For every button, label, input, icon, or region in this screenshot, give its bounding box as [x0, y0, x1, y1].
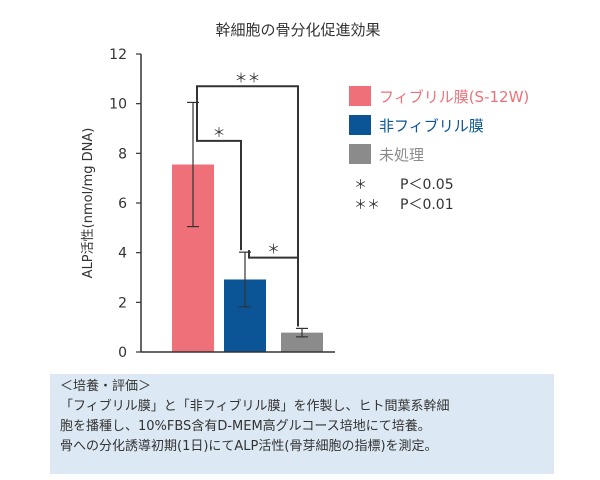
legend-swatch — [349, 144, 371, 164]
chart-title: 幹細胞の骨分化促進効果 — [215, 21, 380, 39]
y-tick-label: 4 — [118, 246, 127, 262]
y-tick-label: 8 — [118, 146, 127, 162]
legend-swatch — [349, 86, 371, 106]
note-box: ＜培養・評価＞ 「フィブリル膜」と「非フィブリル膜」を作製し、ヒト間葉系幹細 胞… — [50, 374, 554, 474]
legend-label: 未処理 — [379, 146, 424, 164]
y-tick-label: 10 — [109, 97, 127, 113]
significance-bracket — [196, 100, 242, 251]
y-tick-label: 12 — [109, 47, 127, 63]
note-line-3: 骨への分化誘導初期(1日)にてALP活性(骨芽細胞の指標)を測定。 — [60, 439, 438, 454]
note-line-2: 胞を播種し、10%FBS含有D-MEM高グルコース培地にて培養。 — [60, 419, 431, 434]
chart: 幹細胞の骨分化促進効果 ALP活性(nmol/mg DNA) 0 2 4 6 8 10 12… — [81, 21, 529, 361]
y-tick-label: 6 — [118, 196, 127, 212]
significance-legend-text: P＜0.01 — [400, 197, 454, 213]
bar — [281, 332, 323, 352]
significance-label: ＊ — [212, 126, 225, 141]
y-tick-label: 2 — [118, 295, 127, 311]
significance-bracket — [196, 85, 299, 327]
bars — [172, 164, 323, 352]
significance-label: ＊ — [267, 243, 280, 258]
legend-swatch — [349, 115, 371, 135]
significance-label: ＊＊ — [234, 71, 260, 86]
significance-legend-mark: ＊ — [354, 178, 367, 193]
significance-legend-mark: ＊＊ — [354, 198, 380, 213]
y-axis-label: ALP活性(nmol/mg DNA) — [81, 128, 96, 279]
significance-brackets: ＊＊＊＊ — [196, 71, 299, 327]
significance-legend-text: P＜0.05 — [400, 177, 454, 193]
legend-label: フィブリル膜(S-12W) — [379, 88, 529, 106]
y-axis-ticks: 0 2 4 6 8 10 12 — [109, 47, 141, 361]
note-line-1: 「フィブリル膜」と「非フィブリル膜」を作製し、ヒト間葉系幹細 — [60, 399, 450, 414]
legend-label: 非フィブリル膜 — [379, 117, 484, 135]
y-tick-label: 0 — [118, 345, 127, 361]
note-title: ＜培養・評価＞ — [60, 379, 152, 394]
